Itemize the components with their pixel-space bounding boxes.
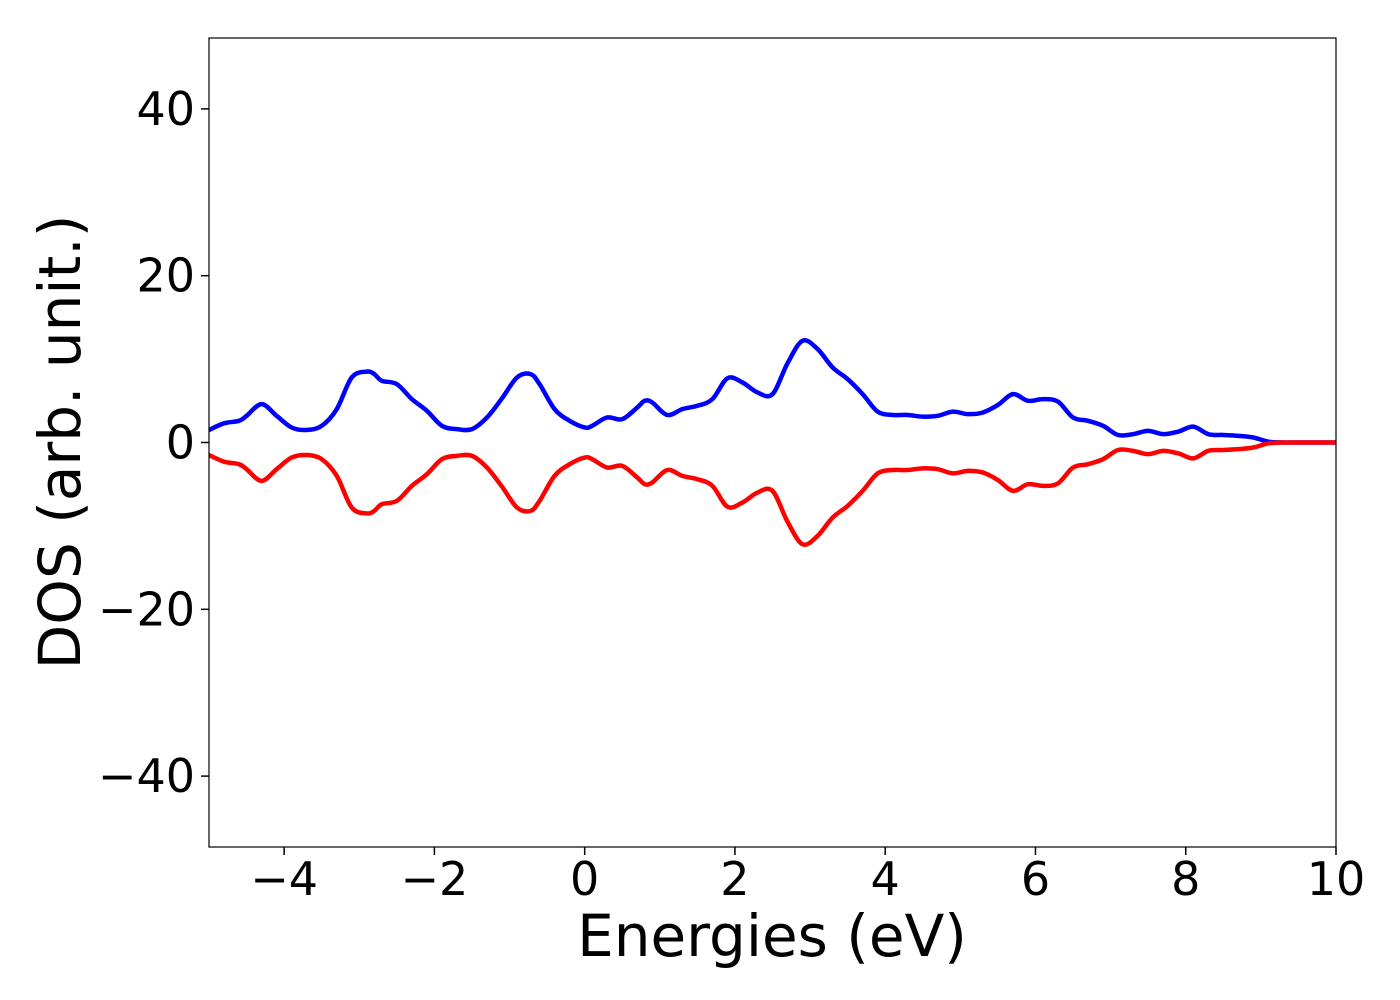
y-tick-label: 40: [136, 82, 195, 136]
x-axis: −4 −2 0 2 4 6 8 10: [250, 847, 1365, 906]
y-tick-label: 20: [136, 249, 195, 303]
x-axis-title: Energies (eV): [577, 902, 967, 970]
y-tick-label: 0: [166, 416, 195, 470]
y-tick-label: −20: [98, 582, 195, 636]
y-axis-title: DOS (arb. unit.): [26, 215, 94, 670]
x-tick-label: 10: [1307, 852, 1366, 906]
series-line-negative: [209, 440, 1336, 547]
plot-frame: [208, 37, 1337, 848]
x-tick-label: −4: [250, 852, 318, 906]
series-layer: [209, 338, 1336, 547]
y-axis: 40 20 0 −20 −40: [98, 82, 209, 803]
x-tick-label: 2: [720, 852, 749, 906]
y-tick-label: −40: [98, 749, 195, 803]
x-tick-label: 0: [570, 852, 599, 906]
series-line-positive: [209, 338, 1336, 445]
x-tick-label: 4: [871, 852, 900, 906]
x-tick-label: 8: [1171, 852, 1200, 906]
x-tick-label: 6: [1021, 852, 1050, 906]
x-tick-label: −2: [400, 852, 468, 906]
